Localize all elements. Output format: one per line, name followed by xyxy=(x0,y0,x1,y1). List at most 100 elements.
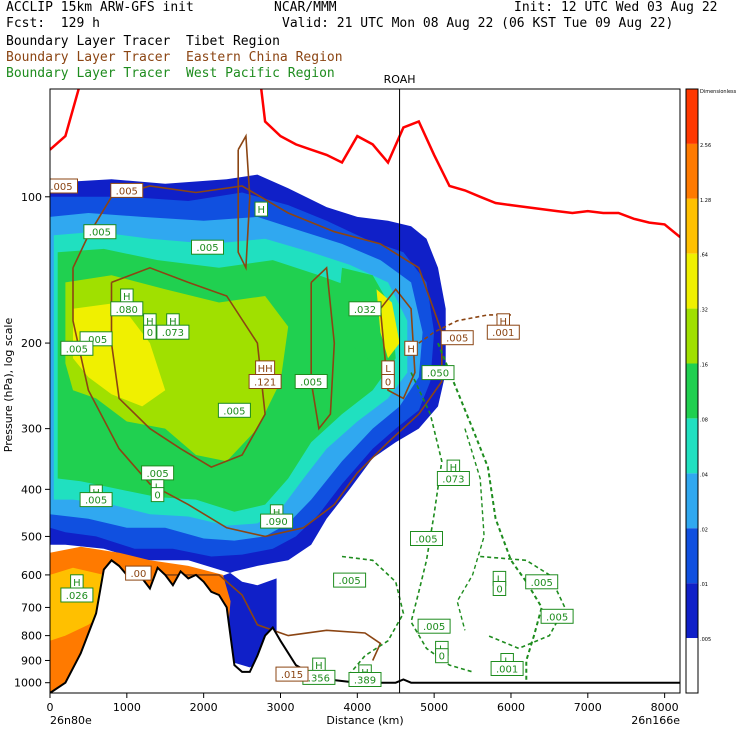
extrema-box: .015 xyxy=(275,666,309,682)
field-0.64 xyxy=(73,302,166,407)
extrema-box-text: .032 xyxy=(354,305,376,316)
extrema-box-text: .005 xyxy=(415,535,437,546)
extrema-box-frame xyxy=(125,565,152,581)
x-left-endpoint: 26n80e xyxy=(50,714,92,727)
extrema-box-frame xyxy=(486,324,520,340)
header-init: Init: 12 UTC Wed 03 Aug 22 xyxy=(514,0,718,15)
colorbar-segment xyxy=(686,528,698,584)
extrema-box-frame xyxy=(60,340,94,356)
colorbar-label: .04 xyxy=(700,472,708,478)
contour-eastern-outer xyxy=(72,185,443,538)
extrema-box: .005 xyxy=(50,178,78,194)
extrema-labels: .005.005.005.005HH.080H0H.073.005.005.03… xyxy=(50,178,574,687)
x-tick-label: 8000 xyxy=(651,701,679,714)
extrema-box: .050 xyxy=(421,365,455,381)
extrema-box: .005 xyxy=(410,531,443,546)
tropopause-line xyxy=(50,89,680,238)
extrema-box-frame xyxy=(260,513,294,529)
contour-brown-a xyxy=(237,133,251,271)
x-tick-label: 7000 xyxy=(574,701,602,714)
extrema-box-text: H xyxy=(258,205,266,216)
extrema-box-frame xyxy=(275,666,309,682)
colorbar-frame xyxy=(685,88,699,694)
colorbar-label: .005 xyxy=(700,637,711,643)
contour-eastern-inner xyxy=(110,266,266,468)
extrema-box-text: .121 xyxy=(254,378,276,389)
y-tick-label: 700 xyxy=(21,601,42,614)
extrema-box-text: H xyxy=(73,578,81,589)
colorbar-label: 1.28 xyxy=(700,198,711,204)
extrema-box: 0 xyxy=(143,324,157,340)
extrema-box-frame xyxy=(50,178,78,194)
extrema-box: .005 xyxy=(141,465,175,481)
extrema-box-text: H xyxy=(146,317,154,328)
colorbar-label: .08 xyxy=(700,418,708,424)
extrema-box: .005 xyxy=(540,608,574,624)
y-tick-label: 600 xyxy=(21,569,42,582)
extrema-box: .005 xyxy=(440,330,474,346)
extrema-box-text: .356 xyxy=(308,673,330,684)
extrema-box: H xyxy=(404,340,418,356)
extrema-box: H xyxy=(254,201,268,217)
extrema-box: HH xyxy=(255,360,276,376)
extrema-box-frame xyxy=(143,324,157,340)
extrema-box: 0 xyxy=(492,581,507,596)
extrema-box: H xyxy=(120,288,134,304)
y-tick-label: 800 xyxy=(21,630,42,643)
y-tick-label: 200 xyxy=(21,337,42,350)
extrema-box-frame xyxy=(404,340,418,356)
extrema-box-frame xyxy=(381,374,395,389)
extrema-box-text: .005 xyxy=(300,378,322,389)
extrema-box: .121 xyxy=(248,374,282,389)
extrema-box-frame xyxy=(417,618,451,634)
x-tick-label: 2000 xyxy=(190,701,218,714)
y-tick-label: 100 xyxy=(21,191,42,204)
x-tick-label: 3000 xyxy=(266,701,294,714)
extrema-box-text: L xyxy=(497,574,503,585)
extrema-box: .00 xyxy=(125,565,152,581)
extrema-box-text: .073 xyxy=(442,475,464,486)
extrema-box-text: .005 xyxy=(223,406,245,417)
extrema-box-frame xyxy=(440,330,474,346)
extrema-box-text: .050 xyxy=(427,369,449,380)
extrema-box-frame xyxy=(435,648,449,664)
colorbar-segment xyxy=(686,253,698,309)
extrema-box-frame xyxy=(217,402,251,418)
extrema-box-text: .005 xyxy=(338,576,360,587)
y-axis-label: Pressure (hPa), log scale xyxy=(2,318,15,453)
x-tick-label: 1000 xyxy=(113,701,141,714)
extrema-box-text: .005 xyxy=(146,469,168,480)
colorbar: Dimensionless 2.56 1.28 .64 .32 .16 .08 .04 .02.… xyxy=(685,88,737,694)
extrema-box-text: L xyxy=(385,364,391,375)
extrema-box-text: .00 xyxy=(130,569,146,580)
extrema-box-frame xyxy=(156,324,190,340)
plot-frame xyxy=(49,88,681,694)
extrema-box-text: .389 xyxy=(354,676,376,687)
extrema-box-frame xyxy=(248,374,282,389)
header-model: ACCLIP 15km ARW-GFS init xyxy=(6,0,194,15)
extrema-box-text: H xyxy=(407,344,415,355)
extrema-box: .005 xyxy=(60,340,94,356)
extrema-box-text: .026 xyxy=(66,591,88,602)
extrema-box-text: .073 xyxy=(162,328,184,339)
extrema-box-frame xyxy=(492,581,507,596)
extrema-box-text: .005 xyxy=(531,578,553,589)
extrema-box-text: .001 xyxy=(492,328,514,339)
extrema-box-text: 0 xyxy=(154,491,160,502)
colorbar-segment xyxy=(686,308,698,364)
x-tick-label: 6000 xyxy=(497,701,525,714)
extrema-box-text: .001 xyxy=(496,665,518,676)
extrema-box-text: .005 xyxy=(196,243,218,254)
extrema-box: .005 xyxy=(83,224,117,240)
station-label: ROAH xyxy=(384,73,416,86)
extrema-box-text: .080 xyxy=(116,305,138,316)
extrema-box-text: 0 xyxy=(439,652,445,663)
extrema-box-frame xyxy=(490,661,524,676)
y-tick-label: 1000 xyxy=(14,677,42,690)
extrema-box: .005 xyxy=(333,572,367,588)
extrema-box-frame xyxy=(294,374,328,389)
extrema-box-text: .005 xyxy=(66,344,88,355)
y-tick-label: 400 xyxy=(21,483,42,496)
extrema-box-text: .015 xyxy=(281,670,303,681)
extrema-box-text: .005 xyxy=(546,612,568,623)
